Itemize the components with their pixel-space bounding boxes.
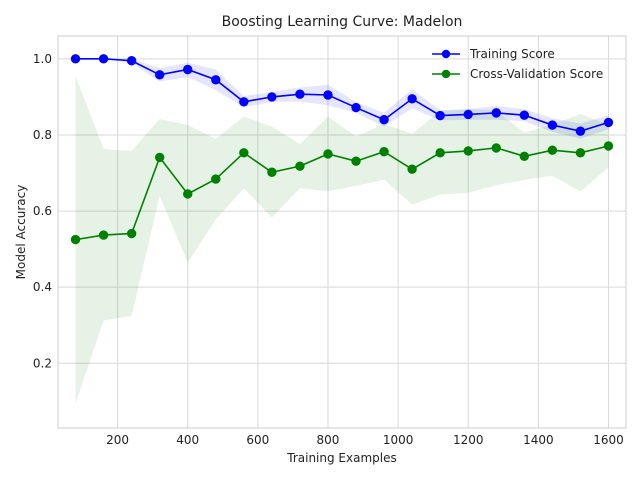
data-point-training (98, 54, 109, 64)
y-tick-label: 0.6 (33, 204, 52, 218)
data-point-training (267, 92, 277, 102)
y-tick-label: 1.0 (33, 52, 52, 66)
confidence-band-training (75, 58, 609, 139)
series-line-cross-validation (75, 145, 609, 241)
data-point-training (379, 115, 389, 125)
data-point-cross-validation (407, 164, 417, 174)
data-point-cross-validation (98, 230, 109, 240)
legend-marker-cross-validation (441, 69, 451, 79)
data-point-cross-validation (491, 143, 501, 153)
data-point-training (547, 120, 558, 130)
chart-title: Boosting Learning Curve: Madelon (222, 14, 463, 30)
data-point-cross-validation (70, 234, 81, 245)
y-tick-label: 0.2 (33, 356, 52, 370)
data-point-cross-validation (575, 148, 586, 158)
y-axis-title: Model Accuracy (14, 185, 28, 280)
data-point-cross-validation (267, 167, 277, 177)
x-tick-label: 1000 (383, 433, 414, 447)
data-point-cross-validation (126, 228, 137, 239)
data-point-training (603, 117, 614, 128)
legend-label-training: Training Score (469, 47, 555, 61)
legend-label-cross-validation: Cross-Validation Score (470, 67, 603, 81)
data-point-training (126, 56, 137, 66)
data-point-cross-validation (603, 141, 614, 151)
data-point-training (70, 54, 81, 64)
data-point-cross-validation (211, 174, 221, 184)
data-point-cross-validation (154, 152, 165, 163)
data-point-cross-validation (435, 148, 445, 158)
plot-frame (57, 35, 627, 429)
x-tick-label: 1200 (453, 433, 484, 447)
data-point-training (519, 110, 530, 120)
data-point-training (435, 110, 445, 121)
x-tick-label: 800 (317, 433, 340, 447)
legend-marker-training (441, 49, 451, 59)
y-tick-label: 0.4 (33, 280, 52, 294)
x-tick-label: 600 (246, 433, 269, 447)
y-tick-label: 0.8 (33, 128, 52, 142)
x-tick-label: 200 (106, 433, 129, 447)
data-point-training (351, 102, 361, 113)
data-point-cross-validation (463, 146, 473, 156)
confidence-band-cross-validation (75, 75, 609, 404)
data-point-training (239, 97, 249, 107)
data-point-cross-validation (323, 149, 333, 159)
data-point-cross-validation (183, 189, 193, 199)
data-point-training (183, 64, 193, 75)
data-point-cross-validation (379, 146, 389, 157)
data-point-training (407, 94, 417, 104)
legend: Training Score Cross-Validation Score (432, 47, 603, 81)
data-point-cross-validation (547, 145, 558, 155)
data-point-training (463, 109, 473, 120)
data-point-training (211, 75, 221, 85)
plot-area (57, 35, 627, 429)
data-point-training (323, 90, 333, 100)
x-axis-title: Training Examples (286, 451, 396, 465)
x-tick-label: 1400 (523, 433, 554, 447)
data-point-training (491, 108, 501, 118)
data-point-training (154, 70, 165, 80)
data-point-cross-validation (351, 156, 361, 166)
data-point-cross-validation (519, 151, 530, 161)
data-point-training (575, 126, 586, 136)
data-point-cross-validation (239, 148, 249, 158)
x-tick-label: 400 (176, 433, 199, 447)
data-point-cross-validation (295, 161, 305, 171)
data-point-training (295, 89, 305, 99)
x-tick-label: 1600 (593, 433, 624, 447)
